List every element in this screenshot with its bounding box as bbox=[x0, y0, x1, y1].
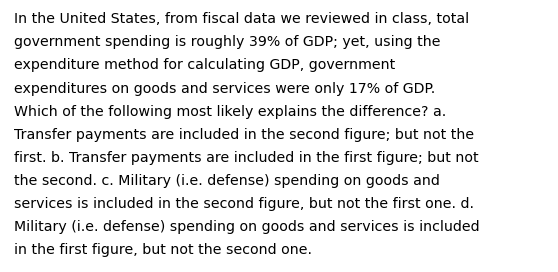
Text: Transfer payments are included in the second figure; but not the: Transfer payments are included in the se… bbox=[14, 128, 474, 142]
Text: In the United States, from fiscal data we reviewed in class, total: In the United States, from fiscal data w… bbox=[14, 12, 469, 26]
Text: Military (i.e. defense) spending on goods and services is included: Military (i.e. defense) spending on good… bbox=[14, 220, 479, 234]
Text: government spending is roughly 39% of GDP; yet, using the: government spending is roughly 39% of GD… bbox=[14, 35, 440, 49]
Text: first. b. Transfer payments are included in the first figure; but not: first. b. Transfer payments are included… bbox=[14, 151, 479, 165]
Text: the second. c. Military (i.e. defense) spending on goods and: the second. c. Military (i.e. defense) s… bbox=[14, 174, 440, 188]
Text: expenditure method for calculating GDP, government: expenditure method for calculating GDP, … bbox=[14, 58, 395, 72]
Text: Which of the following most likely explains the difference? a.: Which of the following most likely expla… bbox=[14, 105, 446, 119]
Text: expenditures on goods and services were only 17% of GDP.: expenditures on goods and services were … bbox=[14, 82, 435, 95]
Text: services is included in the second figure, but not the first one. d.: services is included in the second figur… bbox=[14, 197, 474, 211]
Text: in the first figure, but not the second one.: in the first figure, but not the second … bbox=[14, 243, 312, 257]
